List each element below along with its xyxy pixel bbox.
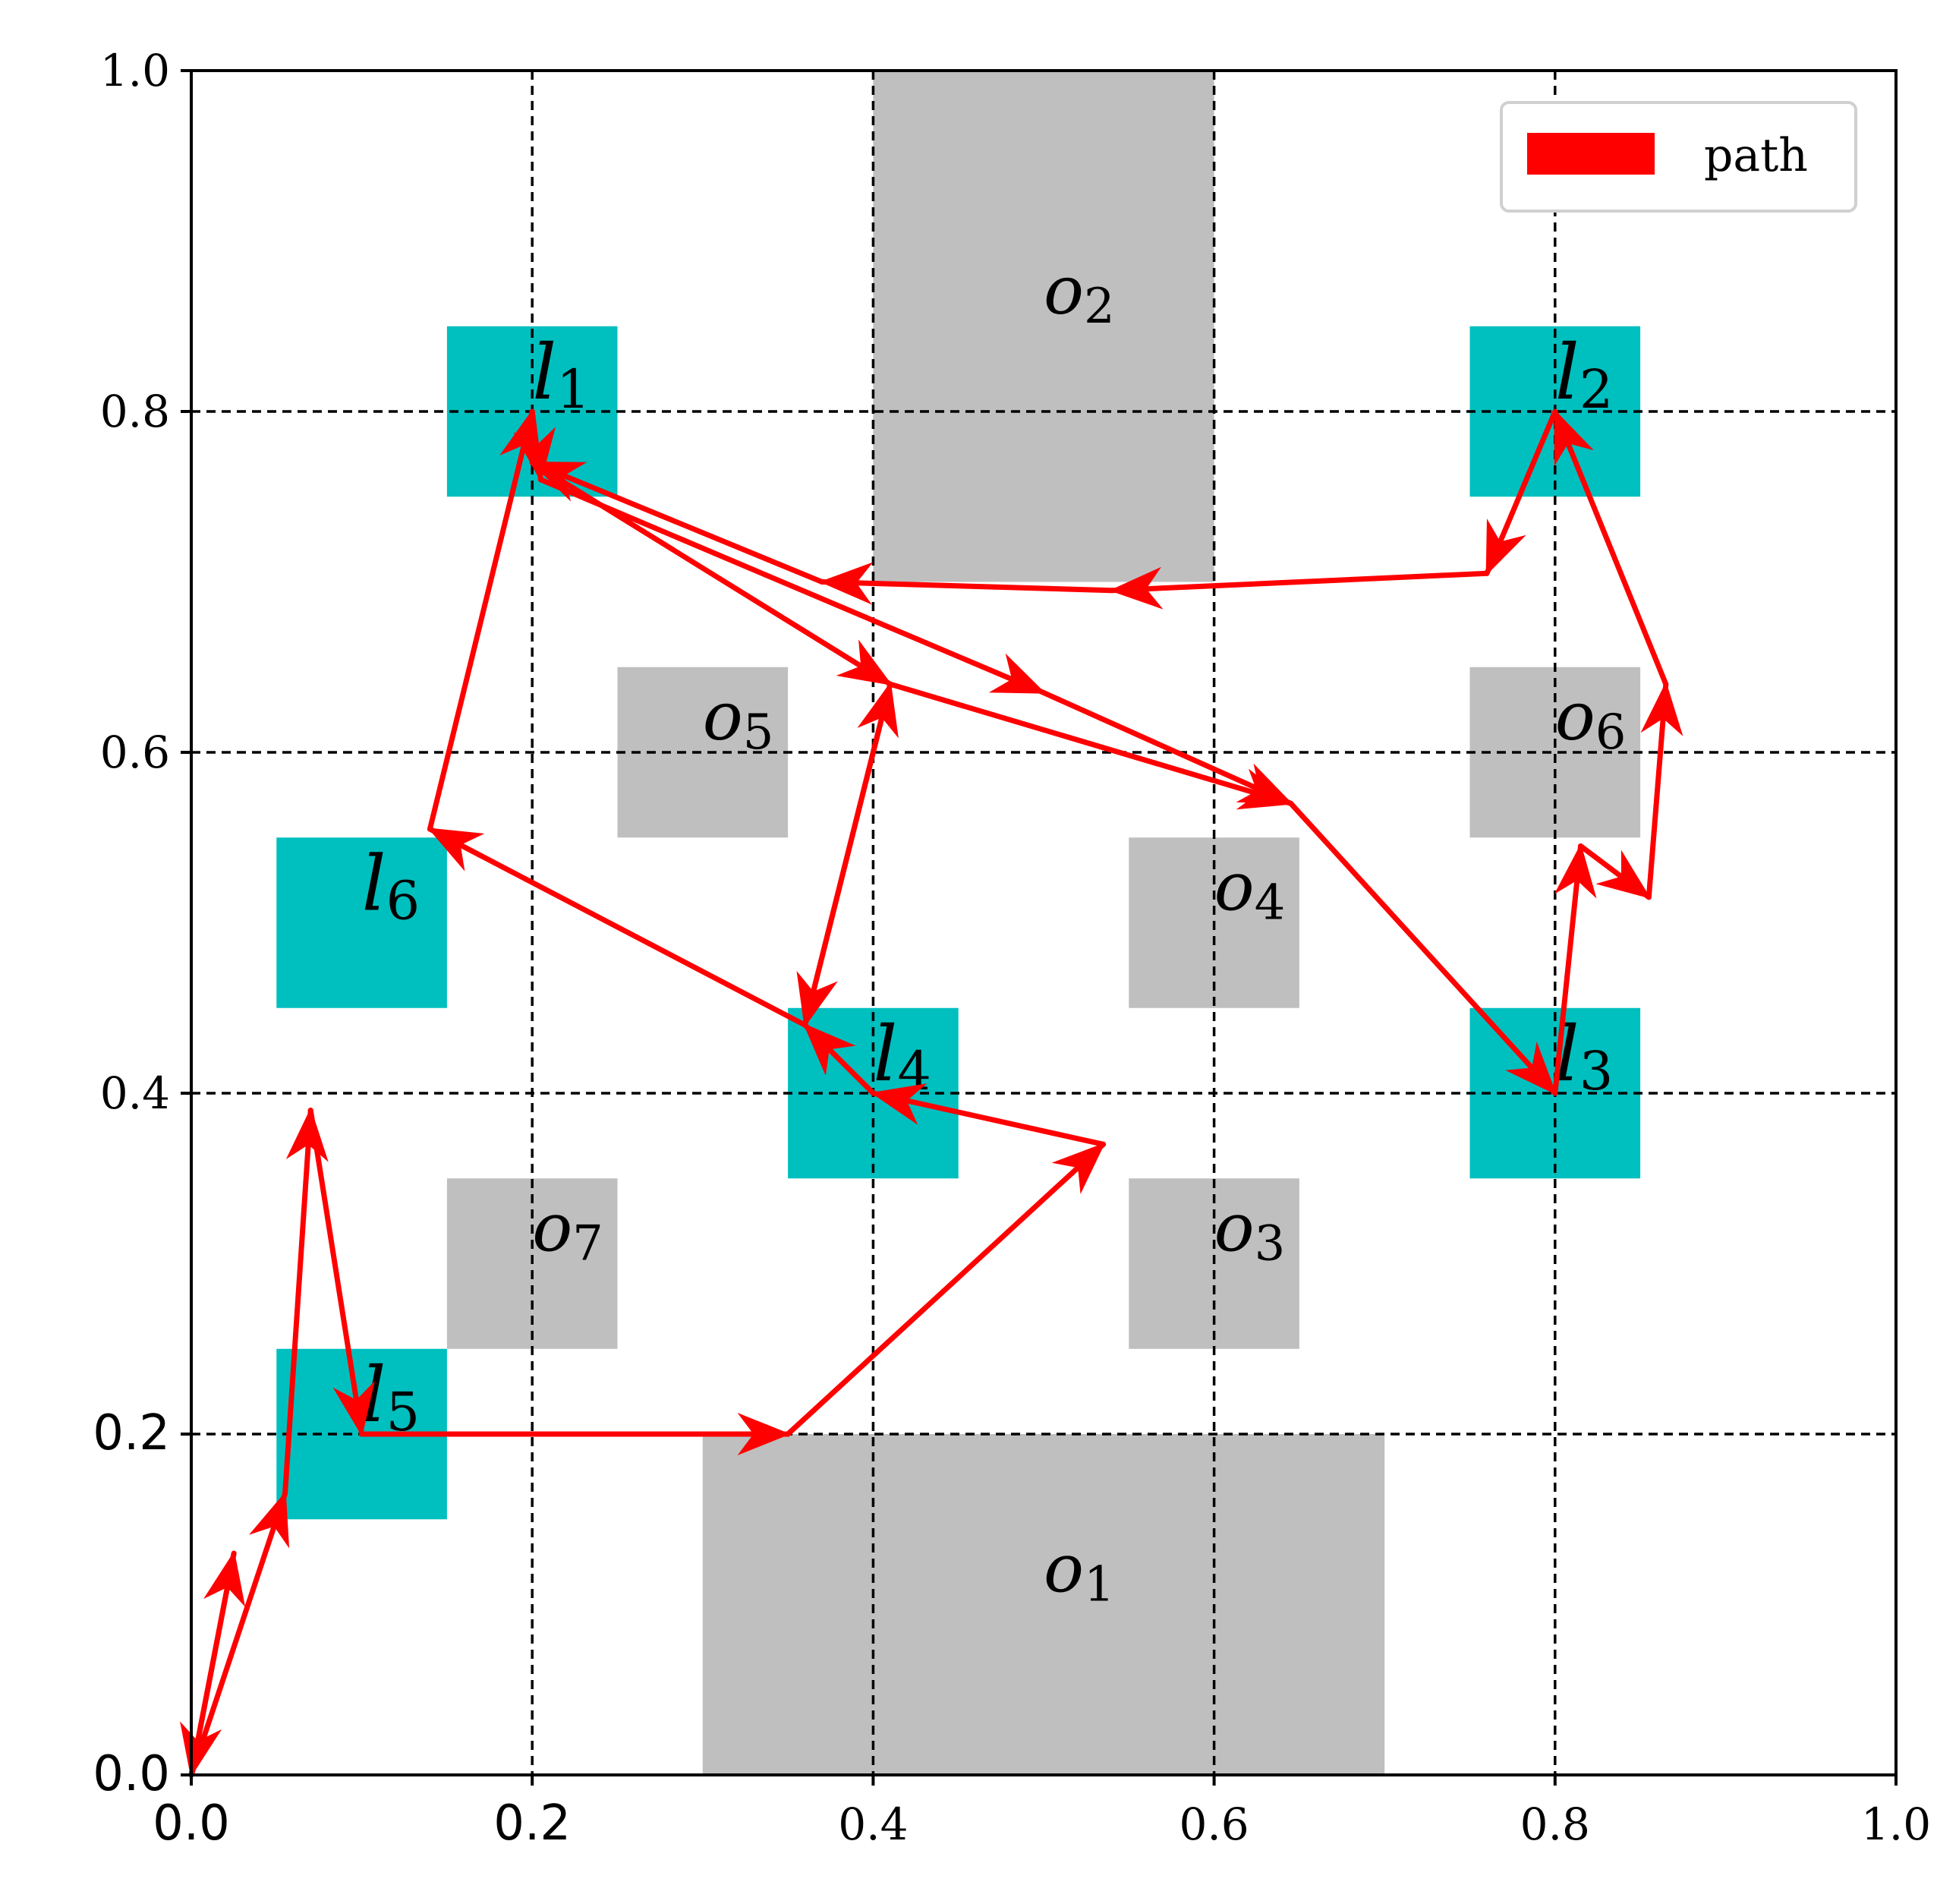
path-arrow (529, 459, 893, 687)
obstacle-label-subscript: 1 (1084, 1557, 1115, 1613)
obstacle-label-letter: o (1555, 677, 1595, 755)
obstacle-label-subscript: 4 (1255, 875, 1286, 932)
path-layer (180, 408, 1683, 1778)
y-tick-label: 0.6 (100, 727, 170, 778)
obstacle-label-letter: o (703, 677, 743, 755)
path-arrow (188, 1491, 290, 1778)
path-arrow (529, 459, 825, 585)
path-arrow (537, 477, 1047, 695)
obstacle-label-o7: o7 (532, 1189, 603, 1272)
path-arrow (307, 1107, 375, 1437)
path-arrow (427, 826, 808, 1028)
y-tick-label: 0.0 (93, 1746, 170, 1802)
legend-label: path (1704, 129, 1808, 182)
path-arrow (802, 1022, 876, 1096)
x-tick-label: 1.0 (1861, 1798, 1931, 1850)
legend-swatch (1527, 133, 1655, 175)
region-label-letter: l (873, 1010, 897, 1099)
obstacle-label-subscript: 3 (1255, 1216, 1286, 1272)
obstacle-label-letter: o (1044, 251, 1084, 329)
path-arrow (785, 1141, 1107, 1437)
x-tick-label: 0.0 (153, 1795, 230, 1852)
obstacle-o2 (873, 71, 1214, 582)
path-arrow (1484, 408, 1558, 576)
obstacle-label-letter: o (1214, 848, 1255, 926)
obstacle-label-subscript: 2 (1084, 279, 1115, 335)
y-tick-label: 1.0 (100, 45, 170, 96)
region-label-l6: l6 (362, 840, 420, 932)
legend: path (1500, 101, 1857, 213)
y-tick-label: 0.4 (100, 1067, 170, 1119)
ticks-layer: 0.0 0.2 0.4 0.6 0.8 1.0 0.0 0.2 0.4 0.6 0.8 1.0 (93, 45, 1931, 1852)
region-label-subscript: 3 (1579, 1040, 1614, 1102)
obstacle-label-letter: o (532, 1189, 572, 1267)
path-arrow (1552, 408, 1669, 687)
obstacle-label-subscript: 6 (1595, 705, 1627, 761)
path-arrow (796, 681, 893, 1028)
region-label-l3: l3 (1555, 1010, 1614, 1102)
path-arrow (1109, 566, 1490, 610)
grid-layer (191, 71, 1896, 1775)
obstacle-label-o6: o6 (1555, 677, 1627, 761)
region-label-letter: l (1555, 328, 1579, 417)
region-label-subscript: 2 (1579, 358, 1614, 421)
obstacle-label-subscript: 5 (743, 705, 774, 761)
path-arrow (870, 1083, 1107, 1147)
obstacle-label-o4: o4 (1214, 848, 1286, 932)
region-label-letter: l (532, 328, 556, 417)
y-tick-label: 0.2 (93, 1405, 170, 1461)
region-label-letter: l (362, 1351, 386, 1439)
obstacle-label-o2: o2 (1044, 251, 1115, 335)
x-tick-label: 0.8 (1520, 1798, 1590, 1850)
region-label-subscript: 6 (386, 870, 420, 932)
path-arrow (1577, 843, 1652, 900)
legend-box (1500, 101, 1857, 213)
obstacle-o1 (702, 1434, 1385, 1775)
path-arrow (887, 681, 1294, 810)
obstacle-label-letter: o (1214, 1189, 1255, 1267)
path-arrow (1552, 843, 1597, 1096)
x-tick-label: 0.4 (838, 1798, 908, 1850)
region-label-subscript: 4 (897, 1040, 931, 1102)
path-arrow (180, 1550, 237, 1778)
path-arrow (1640, 681, 1683, 900)
path-arrow (1288, 800, 1558, 1096)
x-tick-label: 0.6 (1179, 1798, 1249, 1850)
region-label-l1: l1 (532, 328, 591, 421)
x-tick-label: 0.2 (493, 1795, 571, 1852)
obstacle-label-letter: o (1044, 1530, 1084, 1608)
region-label-subscript: 1 (556, 358, 591, 421)
path-arrow (282, 1107, 329, 1497)
region-l6 (276, 837, 447, 1008)
region-label-letter: l (362, 840, 386, 928)
path-arrow (819, 562, 1115, 605)
obstacle-label-o5: o5 (703, 677, 774, 761)
obstacle-label-subscript: 7 (572, 1216, 603, 1272)
obstacle-label-o3: o3 (1214, 1189, 1286, 1272)
axes-frame (190, 69, 1898, 1776)
y-tick-label: 0.8 (100, 386, 170, 437)
obstacle-label-o1: o1 (1044, 1530, 1115, 1613)
